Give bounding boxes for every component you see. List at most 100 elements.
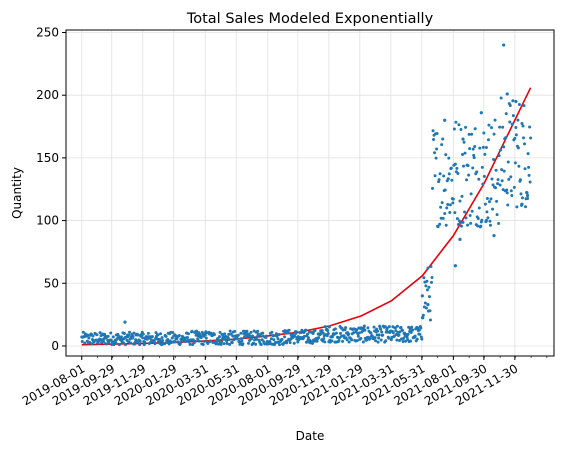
data-point [111, 335, 115, 339]
data-point [199, 336, 203, 340]
data-point [171, 331, 175, 335]
data-point [153, 342, 157, 346]
data-point [513, 161, 517, 165]
data-point [87, 336, 91, 340]
data-point [431, 129, 435, 133]
data-point [486, 216, 490, 220]
data-point [240, 339, 244, 343]
data-point [440, 143, 444, 147]
data-point [484, 146, 488, 150]
data-point [492, 234, 496, 238]
data-point [506, 160, 510, 164]
data-point [381, 333, 385, 337]
data-point [455, 217, 459, 221]
data-point [228, 329, 232, 333]
data-point [476, 216, 480, 220]
data-point [164, 334, 168, 338]
data-point [90, 342, 94, 346]
data-point [274, 332, 278, 336]
data-point [416, 326, 420, 330]
data-point [513, 136, 517, 140]
data-point [255, 337, 259, 341]
data-point [363, 328, 367, 332]
data-point [327, 325, 331, 329]
data-point [473, 144, 477, 148]
data-point [448, 210, 452, 214]
data-point [394, 329, 398, 333]
data-point [525, 191, 529, 195]
data-point [366, 326, 370, 330]
data-point [480, 218, 484, 222]
data-point [483, 202, 487, 206]
data-point [421, 316, 425, 320]
data-point [509, 175, 513, 179]
data-point [350, 338, 354, 342]
data-point [516, 118, 520, 122]
data-point [379, 338, 383, 342]
data-point [277, 332, 281, 336]
data-point [81, 330, 85, 334]
data-point [270, 330, 274, 334]
data-point [497, 154, 501, 158]
data-point [373, 336, 377, 340]
data-point [218, 330, 222, 334]
data-point [494, 168, 498, 172]
data-point [131, 334, 135, 338]
data-point [227, 338, 231, 342]
data-point [406, 338, 410, 341]
data-point [462, 164, 466, 168]
data-point [490, 177, 494, 181]
data-point [516, 146, 520, 150]
data-point [236, 333, 240, 337]
data-point [372, 325, 376, 329]
data-point [315, 339, 319, 343]
data-point [476, 224, 480, 228]
data-point [417, 328, 421, 332]
plot-frame [65, 29, 555, 357]
data-point [379, 327, 383, 331]
data-point [442, 174, 446, 178]
data-point [498, 125, 502, 129]
data-point [123, 343, 127, 347]
data-point [524, 205, 528, 209]
data-point [517, 103, 521, 106]
data-point [161, 338, 165, 342]
data-point [241, 342, 245, 346]
data-point [463, 210, 467, 214]
data-point [514, 99, 518, 104]
data-point [475, 170, 479, 174]
data-point [496, 178, 500, 182]
data-point [313, 328, 317, 332]
data-point [512, 185, 516, 189]
data-point [198, 332, 202, 336]
data-point [404, 339, 408, 343]
data-point [212, 333, 216, 337]
data-point [377, 336, 381, 340]
data-point [435, 131, 439, 135]
data-point [141, 336, 145, 340]
data-point [143, 340, 147, 344]
data-point [515, 205, 519, 209]
data-point [464, 125, 468, 129]
data-point [443, 212, 447, 216]
data-point [439, 205, 443, 209]
data-point [477, 206, 481, 210]
data-point [424, 284, 428, 288]
data-point [154, 331, 158, 335]
data-point [426, 302, 430, 307]
data-point [223, 332, 227, 336]
data-point [138, 343, 142, 347]
data-point [235, 336, 239, 340]
data-point [457, 123, 461, 127]
data-point [311, 332, 315, 336]
data-point [197, 339, 201, 343]
data-point [495, 199, 499, 203]
data-point [420, 294, 424, 298]
data-point [359, 336, 363, 340]
data-point [505, 191, 509, 195]
data-point [483, 152, 487, 156]
data-point [380, 330, 384, 334]
data-point [453, 264, 457, 268]
data-point [508, 120, 512, 124]
data-point [399, 325, 403, 329]
